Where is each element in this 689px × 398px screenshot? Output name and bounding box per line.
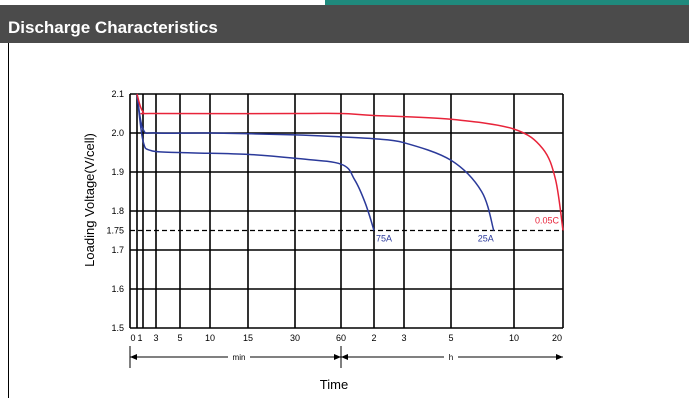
chart-series: [136, 93, 564, 231]
left-border-line: [8, 43, 9, 398]
x-tick-label: 5: [448, 333, 453, 343]
y-tick-label: 2.1: [111, 89, 124, 99]
unit-label-bg: [228, 352, 250, 362]
x-axis-label: Time: [320, 377, 348, 392]
y-axis-label: Loading Voltage(V/cell): [82, 133, 97, 267]
x-tick-label: 30: [290, 333, 300, 343]
series-label-005C: 0.05C: [535, 216, 560, 226]
x-tick-label: 60: [336, 333, 346, 343]
y-tick-label: 1.9: [111, 167, 124, 177]
y-tick-label: 1.6: [111, 284, 124, 294]
arrow-head-min-right: [334, 354, 341, 360]
series-line-005C: [136, 93, 564, 231]
chart-labels: 1.5 1.6 1.7 1.75 1.8 1.9 2.0 2.1 0 1 3 5 10 15 30 60 2 3 5…: [82, 89, 563, 392]
section-title: Discharge Characteristics: [8, 18, 218, 37]
chart-grid: [129, 93, 564, 329]
y-tick-label: 1.5: [111, 323, 124, 333]
x-tick-label: 10: [205, 333, 215, 343]
x-tick-label: 3: [153, 333, 158, 343]
series-label-75A: 75A: [376, 234, 392, 244]
y-tick-label: 2.0: [111, 128, 124, 138]
y-tick-label: 1.7: [111, 245, 124, 255]
x-tick-label: 5: [177, 333, 182, 343]
unit-label-bg: [444, 352, 458, 362]
x-tick-label: 1: [137, 333, 142, 343]
top-accent-bar: [325, 0, 689, 5]
unit-label-min: min: [233, 353, 246, 362]
series-line-75A: [136, 93, 375, 231]
section-header: Discharge Characteristics: [0, 5, 689, 43]
x-tick-label: 0: [130, 333, 135, 343]
arrow-head-left: [130, 354, 137, 360]
x-tick-label: 15: [243, 333, 253, 343]
x-tick-label: 3: [401, 333, 406, 343]
arrow-head-right: [556, 354, 563, 360]
y-tick-label: 1.8: [111, 206, 124, 216]
x-tick-label: 20: [552, 333, 562, 343]
x-tick-label: 2: [371, 333, 376, 343]
series-line-25A: [136, 93, 495, 231]
series-label-25A: 25A: [478, 234, 494, 244]
x-tick-label: 10: [509, 333, 519, 343]
unit-label-h: h: [449, 353, 453, 362]
y-tick-label: 1.75: [106, 226, 124, 236]
arrow-head-h-left: [341, 354, 348, 360]
